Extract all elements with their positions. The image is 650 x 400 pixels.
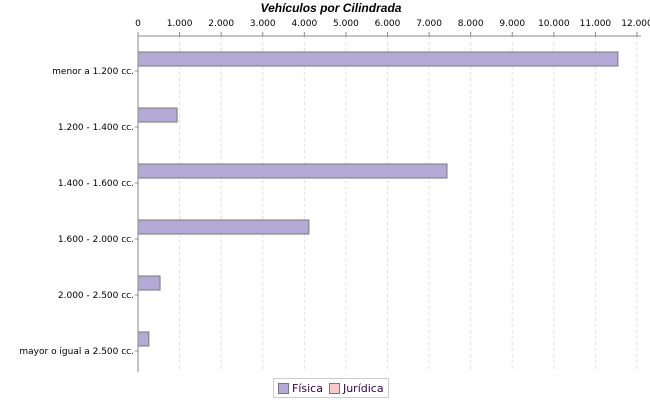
legend-label: Física [292, 381, 323, 395]
x-tick-label: 11.000 [580, 19, 612, 29]
bar-fisica [137, 107, 178, 123]
y-category-label: 1.400 - 1.600 cc. [58, 179, 134, 189]
x-tick-label: 2.000 [208, 19, 234, 29]
x-tick-label: 6.000 [375, 19, 401, 29]
legend-item-juridica: Jurídica [328, 381, 384, 395]
legend: Física Jurídica [273, 378, 389, 398]
legend-item-fisica: Física [278, 382, 323, 395]
x-tick-label: 9.000 [499, 19, 525, 29]
legend-swatch [328, 383, 340, 394]
x-tick-label: 0 [135, 19, 141, 29]
legend-swatch [278, 383, 289, 394]
y-category-label: mayor o igual a 2.500 cc. [19, 347, 134, 357]
x-tick-label: 4.000 [291, 19, 317, 29]
y-category-label: 1.600 - 2.000 cc. [58, 235, 134, 245]
bar-fisica [137, 163, 448, 179]
y-category-label: menor a 1.200 cc. [52, 67, 134, 77]
x-tick-label: 1.000 [167, 19, 193, 29]
bar-fisica [137, 331, 150, 347]
y-category-label: 2.000 - 2.500 cc. [58, 291, 134, 301]
bar-fisica [137, 219, 310, 235]
x-tick-label: 5.000 [333, 19, 359, 29]
x-tick-label: 3.000 [250, 19, 276, 29]
legend-label: Jurídica [342, 381, 384, 395]
x-tick-label: 7.000 [416, 19, 442, 29]
bar-fisica [137, 275, 161, 291]
bar-fisica [137, 51, 619, 67]
x-tick-label: 12.000 [621, 19, 650, 29]
chart-title: Vehículos por Cilindrada [261, 1, 402, 15]
x-tick-label: 10.000 [538, 19, 570, 29]
y-category-label: 1.200 - 1.400 cc. [58, 123, 134, 133]
x-tick-label: 8.000 [458, 19, 484, 29]
